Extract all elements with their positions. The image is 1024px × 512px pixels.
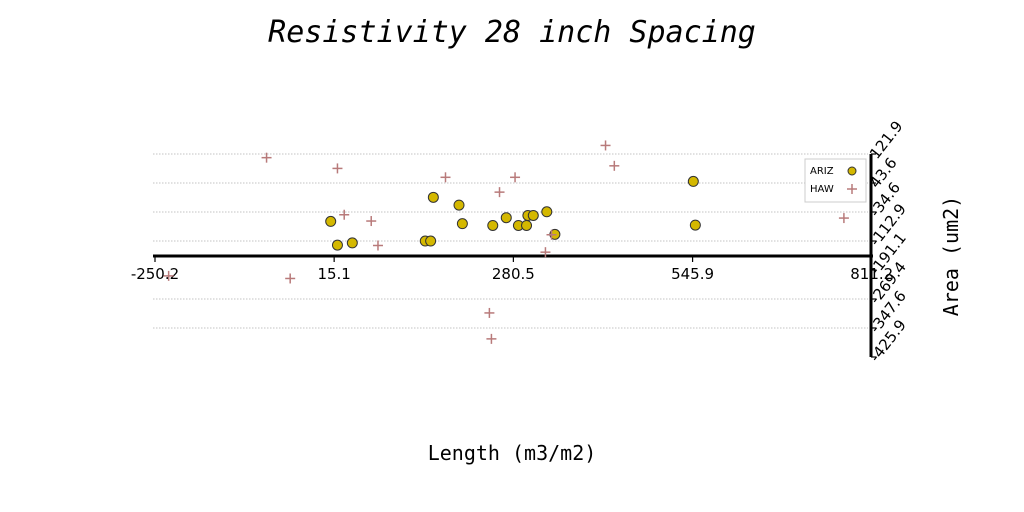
y-axis-label: Area (um2) — [939, 196, 963, 316]
x-axis-label: Length (m3/m2) — [428, 441, 597, 465]
point-haw — [546, 229, 557, 240]
point-haw — [261, 152, 272, 163]
legend-marker-ariz — [847, 166, 857, 176]
x-tick-label: 545.9 — [671, 265, 714, 283]
point-haw — [510, 172, 521, 183]
point-ariz — [541, 206, 553, 218]
point-ariz — [325, 215, 337, 227]
point-haw — [609, 160, 620, 171]
legend-marker-haw — [847, 184, 857, 194]
x-tick-label: 15.1 — [317, 265, 350, 283]
point-haw — [339, 209, 350, 220]
point-haw — [366, 216, 377, 227]
point-haw — [494, 187, 505, 198]
point-ariz — [453, 199, 465, 211]
point-haw — [484, 307, 495, 318]
point-haw — [600, 140, 611, 151]
x-tick-label: 280.5 — [492, 265, 535, 283]
legend-label-haw: HAW — [810, 184, 834, 195]
point-haw — [285, 273, 296, 284]
point-haw — [163, 270, 174, 281]
point-ariz — [527, 209, 539, 221]
legend-label-ariz: ARIZ — [810, 166, 834, 177]
point-ariz — [425, 235, 437, 247]
point-ariz — [427, 191, 439, 203]
y-axis: 121.943.6-34.6-112.9-191.1-269.4-347.6-4… — [866, 118, 910, 366]
data-points — [163, 140, 849, 344]
point-ariz — [346, 237, 358, 249]
point-ariz — [521, 219, 533, 231]
point-haw — [838, 213, 849, 224]
point-ariz — [687, 175, 699, 187]
point-ariz — [331, 239, 343, 251]
point-haw — [372, 240, 383, 251]
point-haw — [332, 163, 343, 174]
x-tick-label: -250.2 — [131, 265, 179, 283]
point-ariz — [487, 219, 499, 231]
point-ariz — [500, 212, 512, 224]
point-haw — [540, 247, 551, 258]
legend: ARIZ HAW — [804, 158, 867, 203]
chart-title: Resistivity 28 inch Spacing — [268, 15, 756, 50]
legend-box — [804, 158, 867, 203]
point-ariz — [689, 219, 701, 231]
point-haw — [440, 172, 451, 183]
point-ariz — [456, 218, 468, 230]
grid — [153, 153, 868, 329]
point-haw — [486, 333, 497, 344]
